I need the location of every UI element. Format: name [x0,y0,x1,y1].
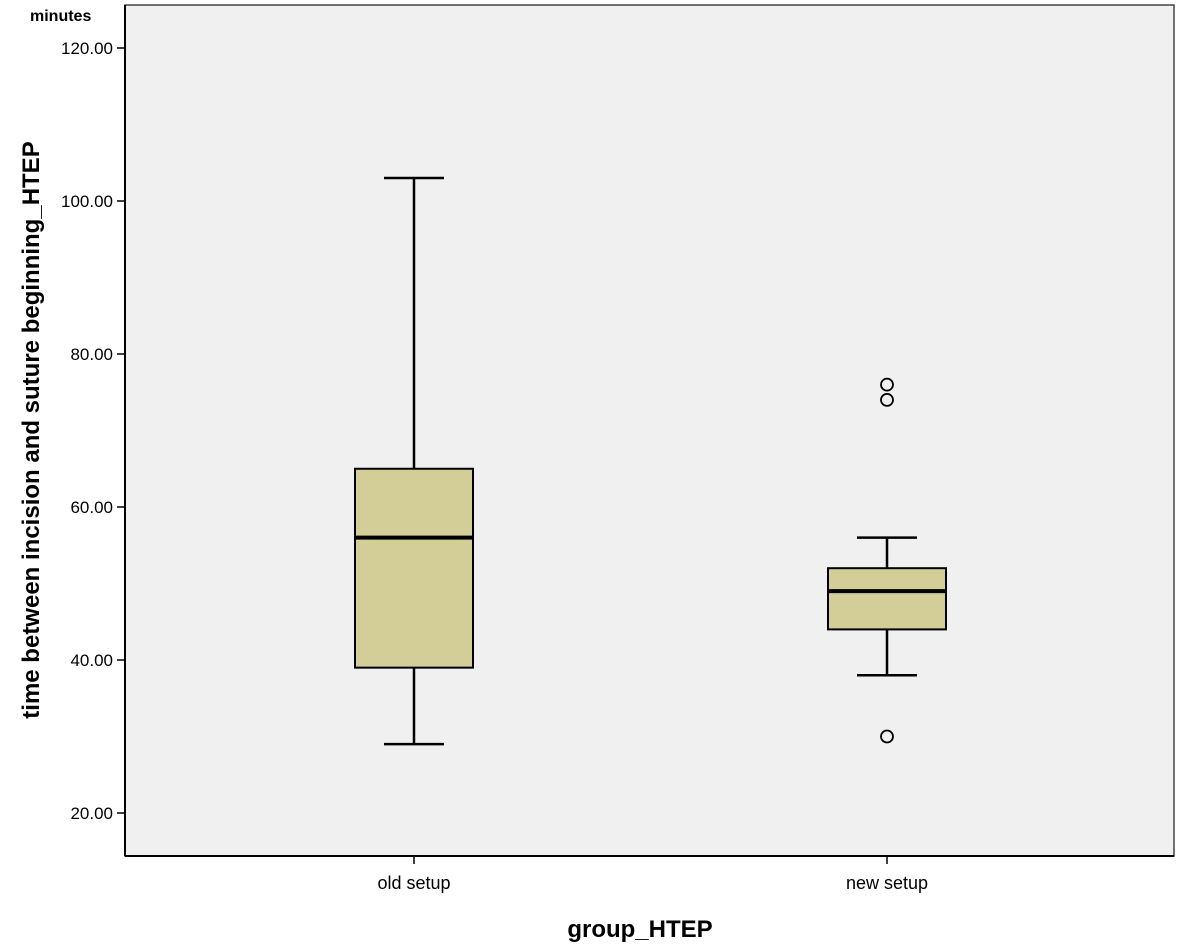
outlier-marker [880,392,894,407]
y-axis-ticks: 20.00 40.00 60.00 80.00 100.00 120.00 [61,39,125,823]
y-tick-label: 80.00 [70,345,113,364]
iqr-box [827,567,947,631]
box-old-setup [354,176,474,746]
y-tick-label: 40.00 [70,651,113,670]
y-tick-label: 120.00 [61,39,113,58]
outlier-marker [880,377,894,392]
plot-area [125,5,1174,856]
outlier-marker [880,729,894,744]
x-axis-ticks: old setup new setup [377,856,928,893]
x-tick-label: new setup [846,873,928,893]
y-tick-label: 20.00 [70,804,113,823]
x-tick-label: old setup [377,873,450,893]
iqr-box [354,467,474,669]
boxes-layer [354,176,947,746]
y-unit-label: minutes [30,8,92,25]
x-axis-title: group_HTEP [567,916,713,943]
y-tick-label: 100.00 [61,192,113,211]
y-tick-label: 60.00 [70,498,113,517]
y-axis-title: time between incision and suture beginni… [18,141,45,719]
box-new-setup [827,377,947,744]
